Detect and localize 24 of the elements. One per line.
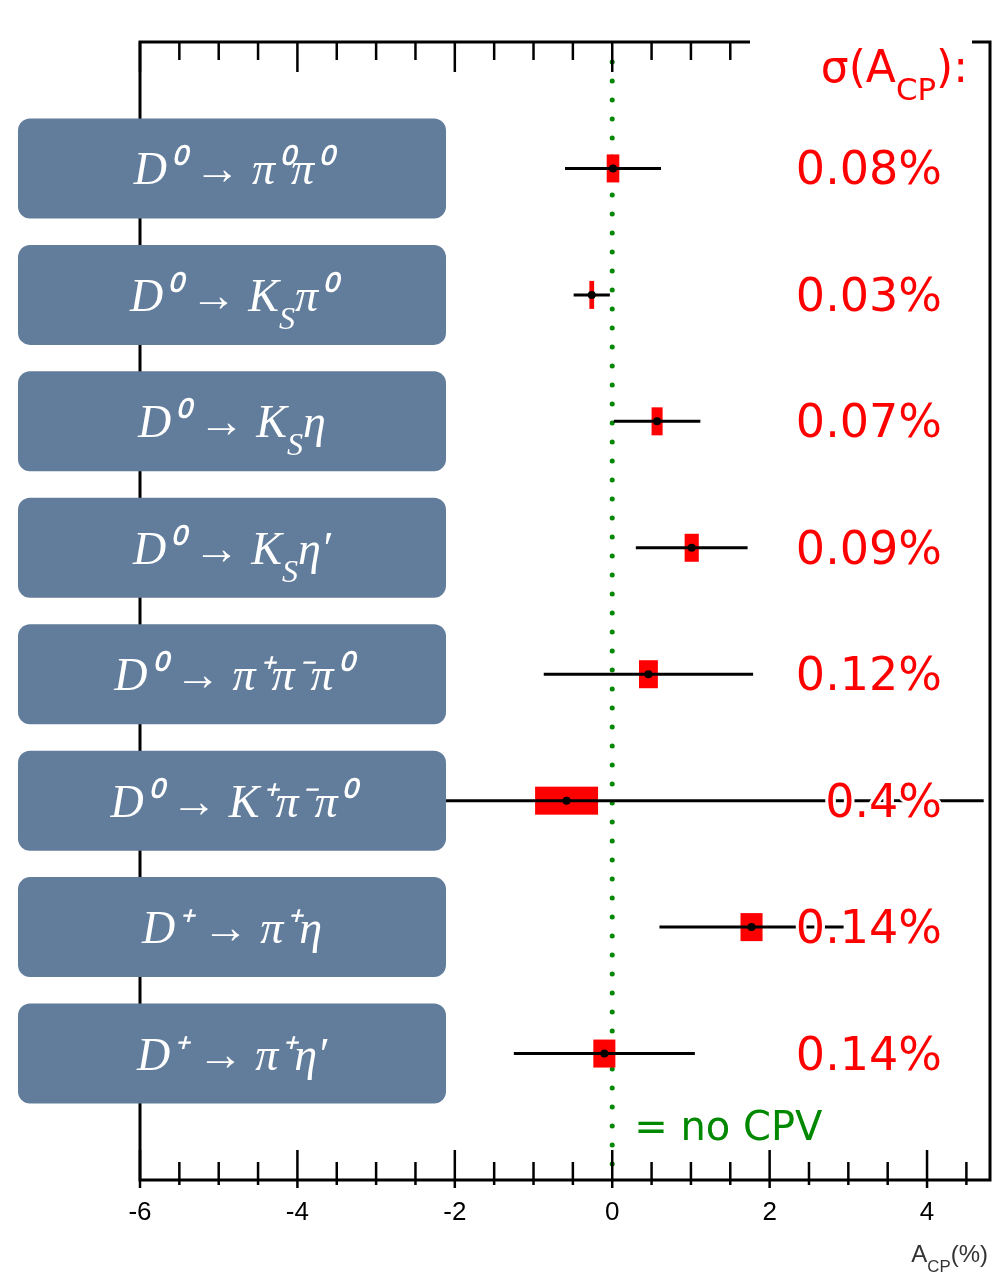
- x-tick-label: -6: [128, 1196, 152, 1226]
- annotation: 0.14%: [795, 1026, 942, 1081]
- x-tick-label: -4: [285, 1196, 309, 1226]
- y-tick-label: D⁰ → K⁺π⁻π⁰: [109, 775, 362, 827]
- annotation: 0.14%: [795, 900, 942, 955]
- ref-line-label: = no CPV: [634, 1103, 824, 1149]
- x-tick-label: -2: [443, 1196, 467, 1226]
- x-tick-label: 0: [604, 1196, 620, 1226]
- y-tick-label: D⁰ → π⁺π⁻π⁰: [113, 649, 358, 701]
- x-tick-label: 4: [919, 1196, 935, 1226]
- annotation: 0.08%: [795, 141, 942, 196]
- annotation: 0.12%: [795, 647, 942, 702]
- annotation: σ(A$_{CP}$):: [820, 41, 968, 107]
- y-tick-label: D⁰ → K$_{S}$η: [137, 396, 326, 463]
- y-tick-label: D⁺ → π⁺η: [140, 902, 323, 954]
- y-tick-label: D⁰ → K$_{S}$π⁰: [128, 269, 343, 336]
- annotation: 0.07%: [795, 394, 942, 449]
- annotation: 0.09%: [795, 520, 942, 575]
- y-tick-label: D⁰ → K$_{S}$η′: [132, 522, 332, 589]
- x-tick-label: 2: [762, 1196, 777, 1226]
- y-tick-label: D⁰ → π⁰π⁰: [132, 143, 339, 195]
- x-axis-title: A$_{CP}$(%): [911, 1240, 988, 1276]
- annotation: 0.03%: [795, 267, 942, 322]
- y-tick-label: D⁺ → π⁺η′: [135, 1028, 329, 1080]
